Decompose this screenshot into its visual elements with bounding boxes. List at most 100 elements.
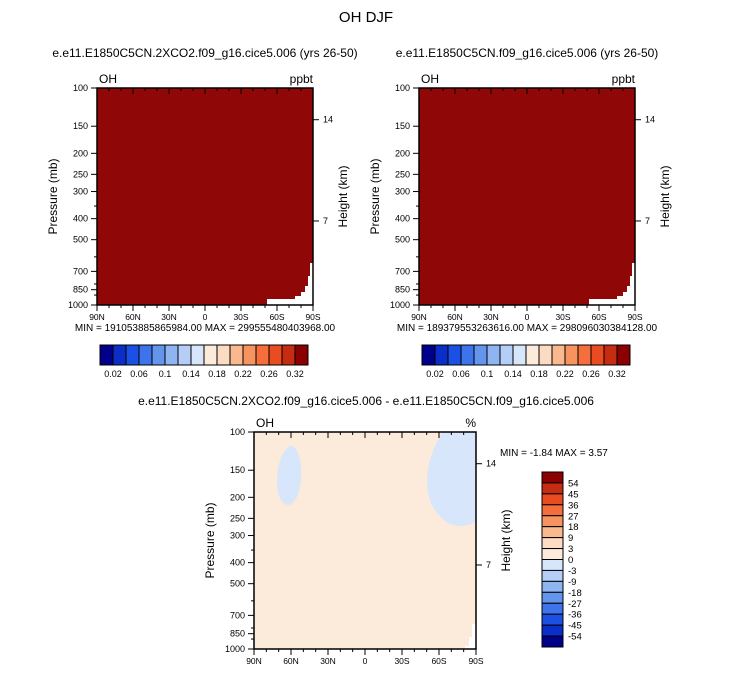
units-label: ppbt bbox=[612, 72, 636, 86]
field-label: OH bbox=[421, 72, 439, 86]
latitude-tick-label: 90N bbox=[89, 312, 105, 322]
colorbar-cell bbox=[216, 344, 231, 366]
min-max-label: MIN = 189379553263616.00 MAX = 298096030… bbox=[397, 323, 658, 334]
pressure-tick-label: 300 bbox=[73, 187, 88, 197]
field-fill bbox=[419, 88, 635, 305]
height-tick-label: 7 bbox=[323, 216, 328, 226]
diff-panel-title: e.e11.E1850C5CN.2XCO2.f09_g16.cice5.006 … bbox=[138, 394, 594, 408]
colorbar-cell bbox=[541, 580, 564, 593]
latitude-tick-label: 60S bbox=[431, 656, 446, 666]
colorbar-tick-label: -45 bbox=[568, 621, 582, 632]
colorbar-tick-label: 0.14 bbox=[182, 369, 200, 379]
colorbar-cell bbox=[281, 344, 296, 366]
height-axis-title: Height (km) bbox=[658, 165, 672, 227]
colorbar-cell bbox=[538, 344, 553, 366]
colorbar-tick-label: -27 bbox=[568, 599, 582, 610]
colorbar-tick-label: 27 bbox=[568, 511, 579, 522]
colorbar-tick-label: -54 bbox=[568, 632, 582, 643]
colorbar-tick-label: 18 bbox=[568, 522, 579, 533]
colorbar-cell bbox=[268, 344, 283, 366]
colorbar-cell bbox=[590, 344, 605, 366]
pressure-tick-label: 200 bbox=[73, 148, 88, 158]
latitude-tick-label: 90N bbox=[411, 312, 427, 322]
colorbar-cell bbox=[541, 591, 564, 604]
colorbar-cell bbox=[541, 548, 564, 560]
colorbar-tick-label: 0.22 bbox=[234, 369, 252, 379]
pressure-tick-label: 700 bbox=[395, 266, 410, 276]
colorbar-tick-label: 0.06 bbox=[452, 369, 470, 379]
pressure-tick-label: 700 bbox=[73, 266, 88, 276]
min-max-label: MIN = 191053885865984.00 MAX = 299555480… bbox=[75, 323, 336, 334]
latitude-tick-label: 60N bbox=[125, 312, 141, 322]
colorbar-cell bbox=[294, 344, 309, 366]
negative-anomaly-region-north bbox=[277, 445, 302, 505]
colorbar-tick-label: -36 bbox=[568, 610, 582, 621]
colorbar-cell bbox=[541, 569, 564, 582]
colorbar-tick-label: 9 bbox=[568, 533, 573, 544]
colorbar-tick-label: 0.14 bbox=[504, 369, 522, 379]
pressure-tick-label: 250 bbox=[73, 169, 88, 179]
colorbar-cell bbox=[242, 344, 257, 366]
colorbar-cell bbox=[525, 344, 540, 366]
height-tick-label: 14 bbox=[323, 115, 333, 125]
field-fill bbox=[97, 88, 313, 305]
terrain-mask bbox=[267, 263, 313, 305]
units-label: % bbox=[465, 416, 476, 430]
colorbar-cell bbox=[541, 504, 564, 517]
colorbar-tick-label: 0.26 bbox=[260, 369, 278, 379]
colorbar-cell bbox=[499, 344, 514, 366]
pressure-tick-label: 500 bbox=[73, 235, 88, 245]
height-tick-label: 14 bbox=[645, 115, 655, 125]
pressure-tick-label: 700 bbox=[230, 610, 245, 620]
colorbar-tick-label: 36 bbox=[568, 500, 579, 511]
pressure-axis-title: Pressure (mb) bbox=[368, 158, 382, 234]
colorbar-tick-label: 0.1 bbox=[159, 369, 172, 379]
latitude-tick-label: 90N bbox=[246, 656, 262, 666]
terrain-mask bbox=[465, 624, 476, 649]
colorbar-tick-label: 0.02 bbox=[104, 369, 122, 379]
colorbar-tick-label: 54 bbox=[568, 478, 579, 489]
height-axis-title: Height (km) bbox=[336, 165, 350, 227]
latitude-tick-label: 0 bbox=[525, 312, 530, 322]
height-tick-label: 7 bbox=[486, 560, 491, 570]
page-title: OH DJF bbox=[339, 9, 393, 26]
colorbar-cell bbox=[541, 515, 564, 528]
latitude-tick-label: 30S bbox=[233, 312, 248, 322]
colorbar-tick-label: -3 bbox=[568, 566, 576, 577]
latitude-tick-label: 30N bbox=[161, 312, 177, 322]
colorbar-tick-label: 0 bbox=[568, 555, 573, 566]
pressure-tick-label: 100 bbox=[395, 83, 410, 93]
colorbar-cell bbox=[564, 344, 579, 366]
pressure-tick-label: 250 bbox=[230, 513, 245, 523]
colorbar-tick-label: -9 bbox=[568, 577, 576, 588]
pressure-tick-label: 150 bbox=[230, 465, 245, 475]
colorbar-cell bbox=[99, 344, 114, 366]
colorbar-cell bbox=[512, 344, 527, 366]
height-tick-label: 7 bbox=[645, 216, 650, 226]
latitude-tick-label: 30S bbox=[555, 312, 570, 322]
colorbar-cell bbox=[125, 344, 140, 366]
colorbar-cell bbox=[255, 344, 270, 366]
colorbar-cell bbox=[421, 344, 436, 366]
colorbar-cell bbox=[486, 344, 501, 366]
pressure-tick-label: 1000 bbox=[68, 300, 88, 310]
colorbar-cell bbox=[434, 344, 449, 366]
colorbar-tick-label: 45 bbox=[568, 489, 579, 500]
colorbar-cell bbox=[164, 344, 179, 366]
latitude-tick-label: 60N bbox=[283, 656, 299, 666]
negative-anomaly-region-south bbox=[427, 432, 476, 526]
colorbar-cell bbox=[177, 344, 192, 366]
colorbar-cell bbox=[551, 344, 566, 366]
colorbar-cell bbox=[112, 344, 127, 366]
colorbar-cell bbox=[229, 344, 244, 366]
colorbar-tick-label: 0.32 bbox=[286, 369, 304, 379]
colorbar-cell bbox=[541, 482, 564, 495]
colorbar-cell bbox=[151, 344, 166, 366]
latitude-tick-label: 30N bbox=[483, 312, 499, 322]
colorbar-tick-label: 3 bbox=[568, 544, 573, 555]
latitude-tick-label: 60S bbox=[591, 312, 606, 322]
height-axis-title: Height (km) bbox=[499, 509, 513, 571]
latitude-tick-label: 90S bbox=[627, 312, 642, 322]
units-label: ppbt bbox=[290, 72, 314, 86]
